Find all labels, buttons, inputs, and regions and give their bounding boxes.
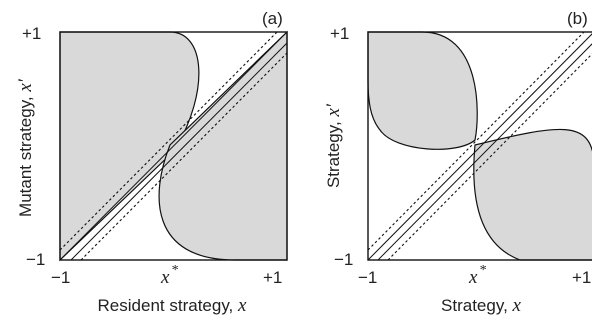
panel-a-diagonal: [59, 31, 288, 261]
panel-b-x-axis-label: Strategy, x: [441, 295, 522, 316]
panel-a-dotted-lower: [80, 52, 288, 261]
panel-a-x-axis-label-text: Resident strategy,: [98, 296, 238, 315]
panel-b-lower-right-region: [473, 128, 592, 261]
panel-b-x-axis-label-var: x: [512, 295, 522, 316]
panel-b-dotted-upper: [367, 31, 585, 251]
panel-a-x-tick-mid: x: [160, 267, 170, 288]
panel-b-x-tick-mid-sup: *: [479, 263, 486, 278]
panel-a-x-tick-max: +1: [263, 268, 282, 287]
panel-a-dotted-upper: [59, 31, 278, 251]
panel-b-upper-left-region: [367, 31, 478, 150]
panel-a-x-axis-label-var: x: [237, 295, 247, 316]
panel-b: (b) +1 −1 −1 x * +1 Strategy, x Strategy…: [323, 9, 592, 316]
panel-b-tag: (b): [567, 9, 588, 28]
panel-b-frame: [367, 31, 592, 261]
panel-b-x-tick-min: −1: [358, 268, 377, 287]
panel-a-diagonal-offset: [70, 42, 288, 261]
panel-b-diagonal-offset: [377, 43, 592, 261]
panel-a-y-axis-label-var: x′: [15, 78, 36, 92]
panel-b-y-axis-label-var: x′: [323, 103, 344, 117]
panel-b-x-tick-mid: x: [468, 267, 478, 288]
panel-b-y-tick-min: −1: [334, 250, 353, 269]
panel-a-y-axis-label: Mutant strategy, x′: [15, 78, 36, 217]
panel-a: (a) +1 −1 −1 x * +1 Resident strategy, x…: [15, 9, 288, 316]
panel-a-tag: (a): [262, 9, 283, 28]
panel-b-y-axis-label: Strategy, x′: [323, 103, 344, 188]
panel-a-x-axis-label: Resident strategy, x: [98, 295, 247, 316]
panel-a-y-axis-label-text: Mutant strategy,: [16, 92, 35, 217]
panel-a-x-tick-mid-sup: *: [171, 263, 178, 278]
panel-b-dotted-lower: [387, 53, 592, 261]
panel-a-x-tick-min: −1: [51, 268, 70, 287]
panel-a-frame: [59, 31, 288, 261]
panel-b-y-tick-max: +1: [330, 24, 349, 43]
panel-b-x-tick-max: +1: [572, 268, 591, 287]
panel-a-y-tick-max: +1: [22, 24, 41, 43]
panel-a-y-tick-min: −1: [26, 250, 45, 269]
panel-b-diagonal: [367, 33, 592, 261]
panel-b-y-axis-label-text: Strategy,: [324, 117, 343, 189]
panel-b-x-axis-label-text: Strategy,: [441, 296, 513, 315]
